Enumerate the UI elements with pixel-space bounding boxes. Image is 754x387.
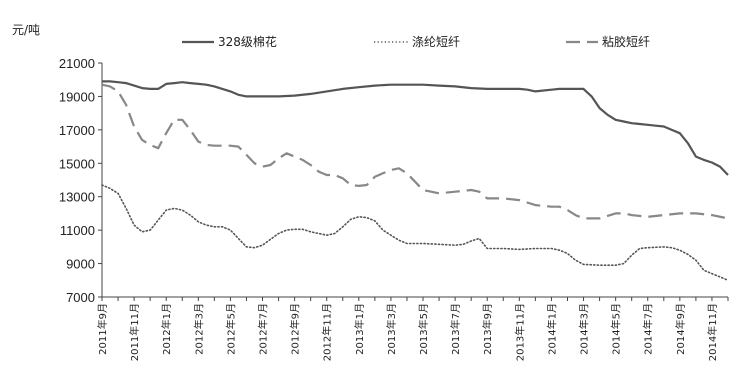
x-tick-label: 2014年11月 bbox=[706, 303, 719, 361]
y-axis-unit-label: 元/吨 bbox=[12, 23, 40, 37]
series-line-3 bbox=[101, 83, 729, 220]
x-tick-label: 2013年9月 bbox=[481, 303, 494, 355]
y-tick-label: 15000 bbox=[59, 156, 95, 171]
legend-label-3: 粘胶短纤 bbox=[602, 34, 650, 49]
series-layer bbox=[101, 80, 729, 282]
x-tick-label: 2014年1月 bbox=[545, 303, 558, 355]
legend-label-2: 涤纶短纤 bbox=[412, 35, 460, 49]
x-tick-label: 2013年1月 bbox=[353, 303, 366, 355]
y-tick-label: 9000 bbox=[66, 257, 95, 272]
series-line-2 bbox=[101, 184, 729, 282]
y-tick-label: 13000 bbox=[59, 190, 95, 205]
x-tick-label: 2014年3月 bbox=[578, 303, 591, 355]
x-tick-label: 2011年9月 bbox=[96, 303, 109, 355]
x-tick-label: 2013年5月 bbox=[417, 303, 430, 355]
x-tick-label: 2012年7月 bbox=[257, 303, 270, 355]
x-tick-label: 2014年9月 bbox=[674, 303, 687, 355]
x-tick-label: 2014年7月 bbox=[642, 303, 655, 355]
y-axis: 7000 9000 11000 13000 15000 17000 19000 21000 bbox=[59, 56, 103, 305]
legend: 328级棉花 涤纶短纤 粘胶短纤 bbox=[182, 34, 650, 49]
x-tick-label: 2014年5月 bbox=[610, 303, 623, 355]
y-tick-label: 7000 bbox=[66, 290, 95, 305]
x-axis: 2011年9月 2011年11月 2012年1月 2012年3月 2012年5月 2012… bbox=[96, 296, 729, 361]
x-tick-label: 2011年11月 bbox=[128, 303, 141, 361]
x-tick-label: 2012年5月 bbox=[224, 303, 237, 355]
x-tick-label: 2012年11月 bbox=[321, 303, 334, 361]
x-tick-label: 2012年1月 bbox=[160, 303, 173, 355]
x-tick-label: 2012年9月 bbox=[289, 303, 302, 355]
x-tick-label: 2013年3月 bbox=[385, 303, 398, 355]
x-tick-label: 2013年11月 bbox=[513, 303, 526, 361]
y-tick-label: 21000 bbox=[59, 56, 95, 71]
y-tick-label: 11000 bbox=[60, 223, 95, 238]
series-line-1 bbox=[102, 80, 729, 176]
x-tick-label: 2013年7月 bbox=[449, 303, 462, 355]
legend-label-1: 328级棉花 bbox=[218, 34, 277, 49]
y-tick-label: 19000 bbox=[59, 89, 95, 104]
y-tick-label: 17000 bbox=[59, 123, 95, 138]
x-tick-label: 2012年3月 bbox=[192, 303, 205, 355]
